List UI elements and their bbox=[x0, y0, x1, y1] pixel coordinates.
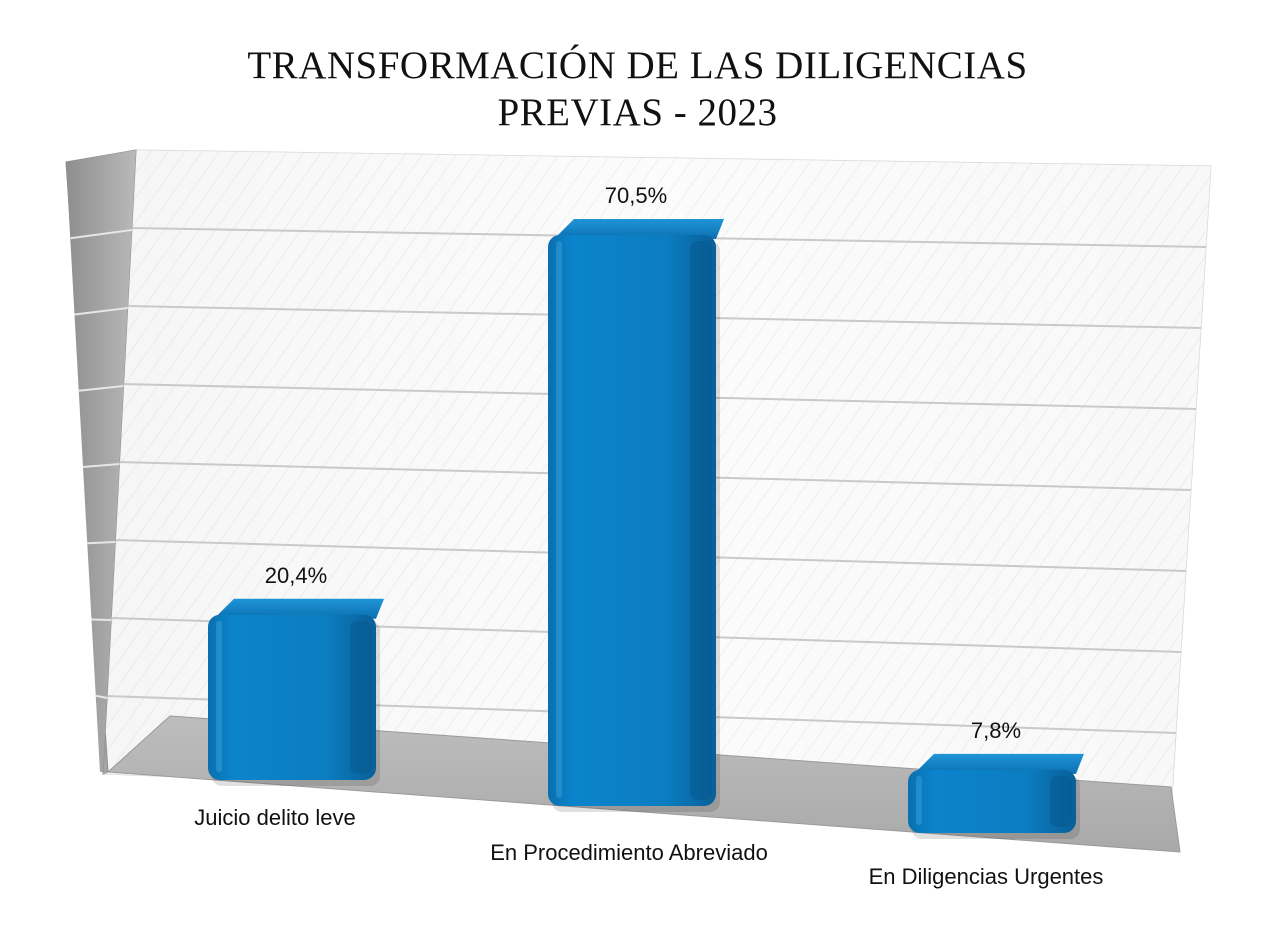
bar-front bbox=[208, 614, 376, 780]
chart-title-line-2: PREVIAS - 2023 bbox=[497, 91, 778, 134]
bar-top bbox=[914, 753, 1084, 774]
bar-side bbox=[690, 240, 712, 800]
bar-front bbox=[908, 769, 1076, 833]
bar bbox=[548, 218, 724, 812]
side-gridline bbox=[74, 307, 128, 316]
bar-highlight bbox=[916, 775, 922, 825]
bar-top bbox=[214, 598, 384, 619]
data-label: 20,4% bbox=[265, 563, 327, 588]
chart-title-line-1: TRANSFORMACIÓN DE LAS DILIGENCIAS bbox=[247, 44, 1028, 87]
category-label: Juicio delito leve bbox=[194, 805, 355, 830]
bar-front bbox=[548, 234, 716, 806]
side-wall-face bbox=[66, 150, 136, 774]
side-gridline bbox=[82, 463, 120, 468]
side-gridline bbox=[95, 694, 108, 699]
bar-side bbox=[350, 620, 372, 774]
side-gridline bbox=[70, 229, 133, 240]
bar-highlight bbox=[216, 620, 222, 772]
category-label: En Procedimiento Abreviado bbox=[490, 840, 768, 865]
bar-side bbox=[1050, 775, 1072, 827]
data-label: 7,8% bbox=[971, 718, 1021, 743]
category-label: En Diligencias Urgentes bbox=[869, 864, 1104, 889]
bar-top bbox=[554, 218, 724, 239]
side-gridline bbox=[87, 541, 116, 545]
bar bbox=[208, 598, 384, 786]
bar-highlight bbox=[556, 240, 562, 798]
side-gridline bbox=[78, 385, 124, 392]
side-gridline bbox=[91, 618, 112, 621]
data-label: 70,5% bbox=[605, 183, 667, 208]
bar bbox=[908, 753, 1084, 839]
